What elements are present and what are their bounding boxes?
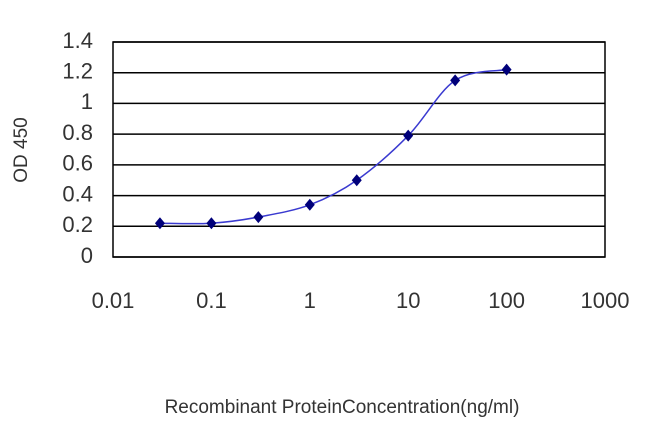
y-tick-label: 0.2 bbox=[62, 212, 93, 237]
data-point bbox=[304, 198, 315, 211]
data-point bbox=[450, 74, 461, 87]
y-tick-label: 0.8 bbox=[62, 120, 93, 145]
x-axis-label: Recombinant ProteinConcentration(ng/ml) bbox=[165, 397, 520, 418]
y-tick-label: 1.4 bbox=[62, 28, 93, 53]
x-tick-label: 1000 bbox=[581, 288, 630, 313]
x-tick-label: 10 bbox=[396, 288, 420, 313]
y-tick-label: 1 bbox=[81, 89, 93, 114]
data-point bbox=[403, 129, 414, 142]
data-line bbox=[159, 68, 507, 225]
data-point bbox=[253, 211, 264, 224]
plot-area bbox=[112, 41, 606, 258]
y-tick-label: 1.2 bbox=[62, 59, 93, 84]
data-point bbox=[501, 63, 512, 76]
data-point bbox=[206, 217, 217, 230]
x-tick-label: 1 bbox=[304, 288, 316, 313]
y-tick-label: 0 bbox=[81, 243, 93, 268]
x-tick-label: 100 bbox=[488, 288, 525, 313]
x-tick-label: 0.01 bbox=[92, 288, 135, 313]
y-tick-label: 0.6 bbox=[62, 151, 93, 176]
data-point bbox=[154, 217, 165, 230]
x-tick-label: 0.1 bbox=[196, 288, 227, 313]
y-axis-label: OD 450 bbox=[11, 117, 32, 182]
data-point bbox=[351, 174, 362, 187]
y-tick-label: 0.4 bbox=[62, 181, 93, 206]
